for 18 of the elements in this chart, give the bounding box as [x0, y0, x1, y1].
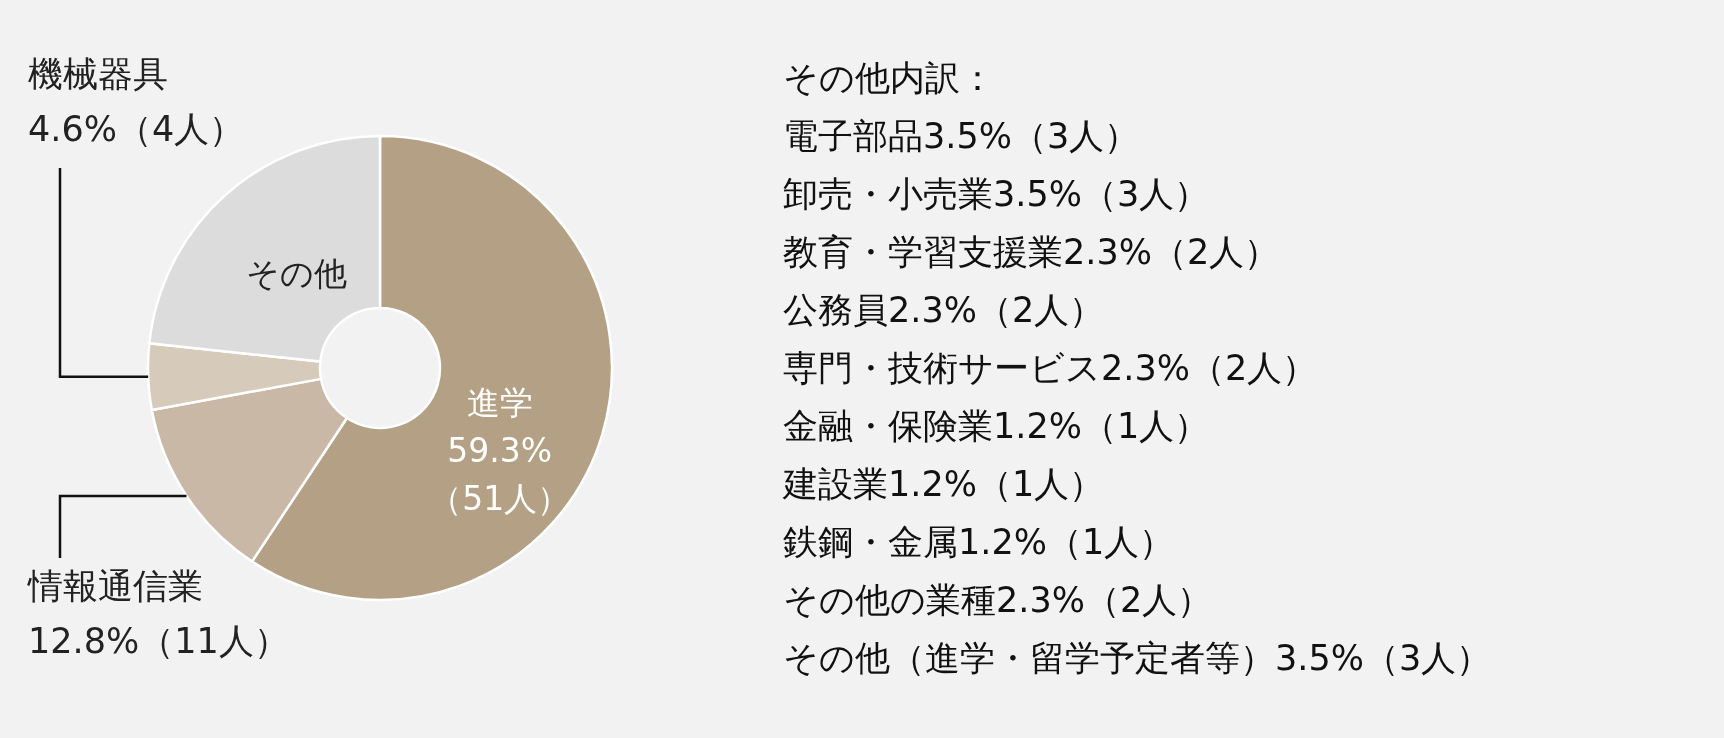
text: 卸売・小売業3.5%（3人）: [783, 174, 1210, 214]
slice-label: 進学: [466, 383, 533, 422]
text: 教育・学習支援業2.3%（2人）: [783, 232, 1280, 272]
text: 金融・保険業1.2%（1人）: [783, 406, 1210, 446]
text: 専門・技術サービス2.3%（2人）: [783, 348, 1318, 388]
data-label: 4.6%（4人）: [28, 109, 245, 149]
text: その他の業種2.3%（2人）: [783, 580, 1213, 620]
text: 電子部品3.5%（3人）: [783, 116, 1140, 156]
text: 公務員2.3%（2人）: [783, 290, 1105, 330]
text: 鉄鋼・金属1.2%（1人）: [783, 522, 1175, 562]
text: その他内訳：: [783, 58, 995, 98]
text: その他（進学・留学予定者等）3.5%（3人）: [783, 638, 1492, 678]
slice-label: その他: [245, 254, 347, 294]
data-label: 12.8%（11人）: [28, 621, 289, 661]
slice-label: 情報通信業: [27, 566, 203, 606]
text: 建設業1.2%（1人）: [782, 464, 1105, 504]
slice-label: 機械器具: [28, 54, 168, 94]
data-label: 59.3%（51人）: [429, 431, 571, 518]
